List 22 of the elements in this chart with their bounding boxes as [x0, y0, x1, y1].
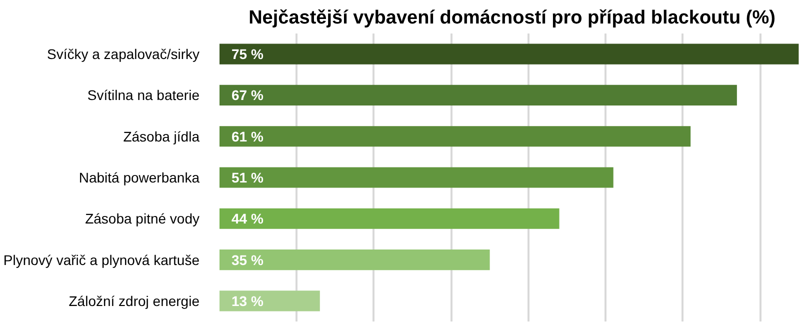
y-tick-label: Zásoba jídla	[123, 128, 200, 144]
y-tick-label: Svítilna na baterie	[87, 87, 200, 104]
y-tick-label: Plynový vařič a plynová kartuše	[3, 252, 200, 268]
data-label: 61 %	[232, 128, 264, 144]
bar	[220, 250, 490, 270]
y-tick-label: Svíčky a zapalovač/sirky	[47, 46, 200, 62]
y-tick-label: Nabitá powerbanka	[78, 170, 200, 186]
data-label: 67 %	[232, 87, 264, 104]
bar	[220, 290, 320, 312]
chart-title: Nejčastější vybavení domácností pro případ blackoutu (%)	[248, 8, 776, 28]
bar	[220, 84, 737, 106]
bar	[220, 167, 614, 188]
data-label: 13 %	[232, 292, 264, 309]
bar	[220, 44, 799, 64]
data-label: 35 %	[232, 252, 264, 268]
bar	[220, 208, 560, 229]
data-label: 51 %	[232, 170, 264, 186]
data-label: 44 %	[232, 210, 264, 227]
bar	[220, 126, 691, 147]
y-tick-label: Zásoba pitné vody	[85, 210, 200, 227]
y-tick-label: Záložní zdroj energie	[68, 292, 200, 309]
data-label: 75 %	[232, 46, 264, 62]
